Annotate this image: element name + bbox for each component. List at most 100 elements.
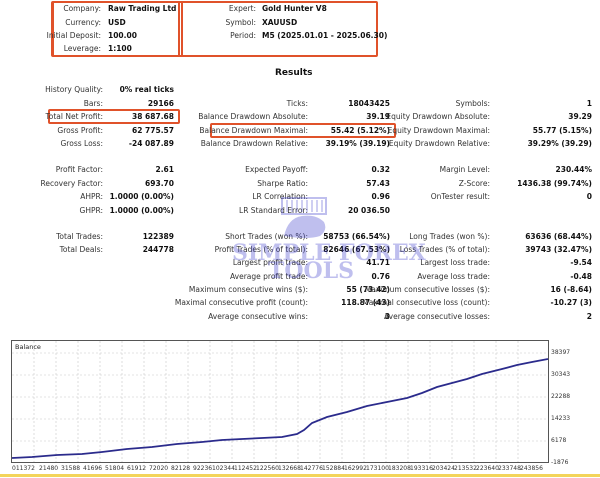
- stat-value: 230.44%: [555, 165, 592, 174]
- stat-label: Long Trades (won %):: [409, 232, 490, 241]
- header-value: USD: [108, 18, 126, 27]
- stat-label: Gross Profit:: [57, 126, 103, 135]
- stat-value: 82646 (67.53%): [323, 245, 390, 254]
- header-label: Period:: [230, 31, 256, 40]
- x-tick: 132668: [278, 465, 301, 472]
- stat-label: Balance Drawdown Relative:: [200, 139, 308, 148]
- stat-value: 16 (-8.64): [550, 285, 592, 294]
- x-tick: 112452: [234, 465, 257, 472]
- stat-value: 55.77 (5.15%): [532, 126, 592, 135]
- stat-label: Symbols:: [455, 99, 490, 108]
- stat-value: 122389: [142, 232, 174, 241]
- stat-value: 0% real ticks: [119, 85, 174, 94]
- balance-chart: Balance: [11, 340, 549, 463]
- stat-label: Maximal consecutive profit (count):: [174, 298, 308, 307]
- stat-label: Short Trades (won %):: [225, 232, 308, 241]
- stat-label: Z-Score:: [458, 179, 490, 188]
- x-tick: 243856: [520, 465, 543, 472]
- header-value: 100.00: [108, 31, 137, 40]
- x-tick: 223640: [476, 465, 499, 472]
- x-tick: 31588: [61, 465, 81, 472]
- header-value: M5 (2025.01.01 - 2025.06.30): [262, 31, 388, 40]
- stat-value: 39.19: [366, 112, 390, 121]
- header-label: Currency:: [65, 18, 101, 27]
- header-value: Gold Hunter V8: [262, 4, 327, 13]
- stat-value: 62 775.57: [132, 126, 174, 135]
- stat-label: Equity Drawdown Maximal:: [387, 126, 490, 135]
- stat-value: 55.42 (5.12%): [330, 126, 390, 135]
- stat-label: Ticks:: [286, 99, 308, 108]
- x-tick: 21480: [39, 465, 59, 472]
- stat-value: 2: [586, 312, 592, 321]
- x-tick: 173100: [366, 465, 389, 472]
- stat-label: Largest profit trade:: [232, 258, 308, 267]
- balance-chart-plot: [12, 341, 548, 462]
- stat-value: 39743 (32.47%): [525, 245, 592, 254]
- stat-label: OnTester result:: [430, 192, 490, 201]
- stat-label: Balance Drawdown Absolute:: [198, 112, 308, 121]
- stat-label: Average profit trade:: [229, 272, 308, 281]
- stat-label: GHPR:: [79, 206, 103, 215]
- header-value: 1:100: [108, 44, 132, 53]
- stat-label: Average loss trade:: [417, 272, 490, 281]
- x-tick: 51804: [105, 465, 125, 472]
- header-label: Symbol:: [225, 18, 256, 27]
- stat-value: 20 036.50: [348, 206, 390, 215]
- header-label: Initial Deposit:: [46, 31, 101, 40]
- header-label: Leverage:: [63, 44, 101, 53]
- stat-label: LR Standard Error:: [239, 206, 308, 215]
- stat-label: Margin Level:: [439, 165, 490, 174]
- stat-value: 63636 (68.44%): [525, 232, 592, 241]
- stat-label: AHPR:: [80, 192, 103, 201]
- results-title: Results: [275, 68, 313, 78]
- x-tick: 82128: [171, 465, 191, 472]
- x-tick: 011372: [12, 465, 35, 472]
- y-tick: 14233: [551, 415, 571, 422]
- stat-value: 0: [586, 192, 592, 201]
- stat-label: Maximal consecutive loss (count):: [362, 298, 490, 307]
- y-tick: -1876: [551, 459, 569, 466]
- chart-title: Balance: [15, 343, 41, 351]
- stat-value: 39.29: [568, 112, 592, 121]
- x-tick: 233748: [498, 465, 521, 472]
- stat-value: 3: [384, 312, 390, 321]
- y-tick: 30343: [551, 371, 571, 378]
- header-label: Expert:: [228, 4, 256, 13]
- stat-label: Bars:: [83, 99, 103, 108]
- stat-value: 39.19% (39.19): [325, 139, 390, 148]
- stat-value: 55 (73.42): [346, 285, 390, 294]
- stat-value: -0.48: [570, 272, 592, 281]
- stat-value: 0.32: [371, 165, 390, 174]
- stat-label: Profit Factor:: [55, 165, 103, 174]
- stat-value: 18043425: [348, 99, 390, 108]
- header-label: Company:: [63, 4, 101, 13]
- x-tick: 162992: [344, 465, 367, 472]
- x-tick: 152884: [322, 465, 345, 472]
- stat-label: Balance Drawdown Maximal:: [199, 126, 308, 135]
- stat-label: Maximum consecutive wins ($):: [188, 285, 308, 294]
- balance-line: [12, 358, 548, 459]
- stat-label: History Quality:: [45, 85, 103, 94]
- x-tick: 142776: [300, 465, 323, 472]
- stat-value: -10.27 (3): [550, 298, 592, 307]
- stat-value: 39.29% (39.29): [527, 139, 592, 148]
- watermark-line1: SIMPLE FOREX: [232, 240, 426, 266]
- stat-value: -9.54: [570, 258, 592, 267]
- stat-label: Expected Payoff:: [245, 165, 308, 174]
- header-value: Raw Trading Ltd: [108, 4, 177, 13]
- watermark-line2: TOOLS: [268, 258, 355, 284]
- stat-label: Average consecutive losses:: [383, 312, 490, 321]
- net-profit-highlight: [48, 109, 180, 124]
- x-tick: 92236: [193, 465, 213, 472]
- stat-value: 1: [586, 99, 592, 108]
- x-tick: 213532: [454, 465, 477, 472]
- stat-label: Sharpe Ratio:: [257, 179, 308, 188]
- stat-value: 1.0000 (0.00%): [109, 206, 174, 215]
- stat-label: Equity Drawdown Relative:: [388, 139, 490, 148]
- stat-label: Average consecutive wins:: [208, 312, 308, 321]
- stat-value: -24 087.89: [128, 139, 174, 148]
- stat-label: Total Net Profit:: [45, 112, 103, 121]
- stat-value: 693.70: [145, 179, 174, 188]
- y-tick: 6178: [551, 437, 567, 444]
- y-tick: 22288: [551, 393, 571, 400]
